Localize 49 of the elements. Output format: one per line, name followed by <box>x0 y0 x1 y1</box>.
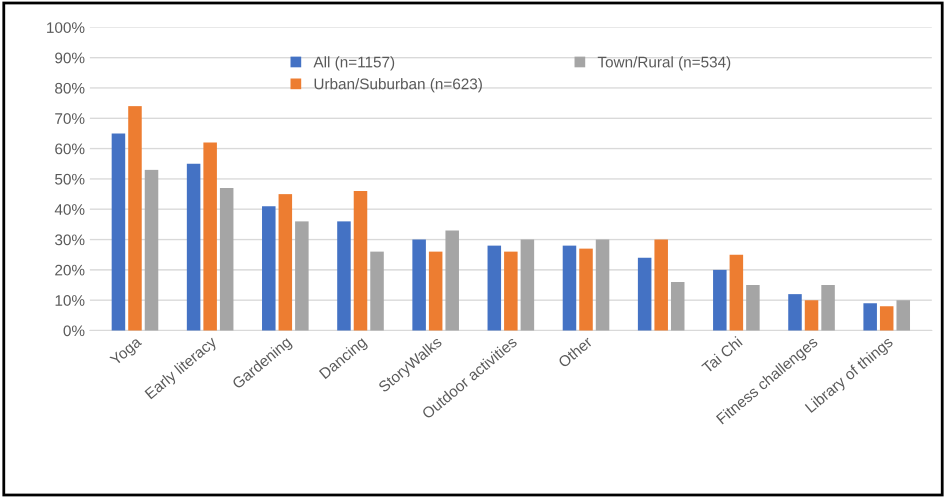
bar <box>863 303 877 331</box>
y-tick-label: 90% <box>55 52 84 64</box>
x-tick-label: Yoga <box>109 336 144 368</box>
bar <box>203 142 217 331</box>
bar <box>144 170 158 331</box>
bar <box>220 188 234 331</box>
bar <box>295 221 309 331</box>
legend-label: All (n=1157) <box>313 56 394 70</box>
y-tick-label: 20% <box>55 264 84 276</box>
bar <box>112 133 126 331</box>
bar <box>186 164 200 331</box>
y-tick-label: 10% <box>56 295 84 306</box>
bar <box>428 252 442 331</box>
y-tick-label: 80% <box>55 82 84 94</box>
y-tick-label: 0% <box>64 325 84 336</box>
bar <box>354 191 368 331</box>
y-tick-label: 50% <box>55 174 84 185</box>
bar <box>488 246 502 331</box>
bar <box>520 240 534 331</box>
legend-label: Urban/Suburban (n=623) <box>314 78 482 92</box>
y-tick-label: 40% <box>54 204 84 215</box>
bar <box>713 270 727 331</box>
bar <box>654 240 668 331</box>
bar <box>788 294 802 331</box>
bar <box>896 300 910 331</box>
bar <box>804 300 818 331</box>
bar <box>128 106 142 331</box>
x-tick-label: Tai Chi <box>700 336 743 374</box>
bar <box>278 194 292 331</box>
bar <box>579 248 593 331</box>
bar <box>504 252 518 331</box>
bar <box>262 206 276 331</box>
bar <box>596 240 610 331</box>
bar <box>821 285 835 331</box>
bar <box>638 258 652 331</box>
bar <box>562 246 576 331</box>
bar <box>445 230 459 331</box>
bar <box>370 252 384 331</box>
bar <box>670 282 684 331</box>
bar <box>880 306 894 331</box>
bar <box>730 254 744 331</box>
bar <box>412 240 426 331</box>
y-tick-label: 30% <box>55 234 84 246</box>
y-tick-label: 60% <box>55 143 84 154</box>
bar <box>746 285 760 331</box>
y-tick-label: 100% <box>47 22 84 34</box>
legend-label: Town/Rural (n=534) <box>598 56 730 70</box>
y-tick-label: 70% <box>55 113 84 124</box>
bar <box>337 221 351 331</box>
